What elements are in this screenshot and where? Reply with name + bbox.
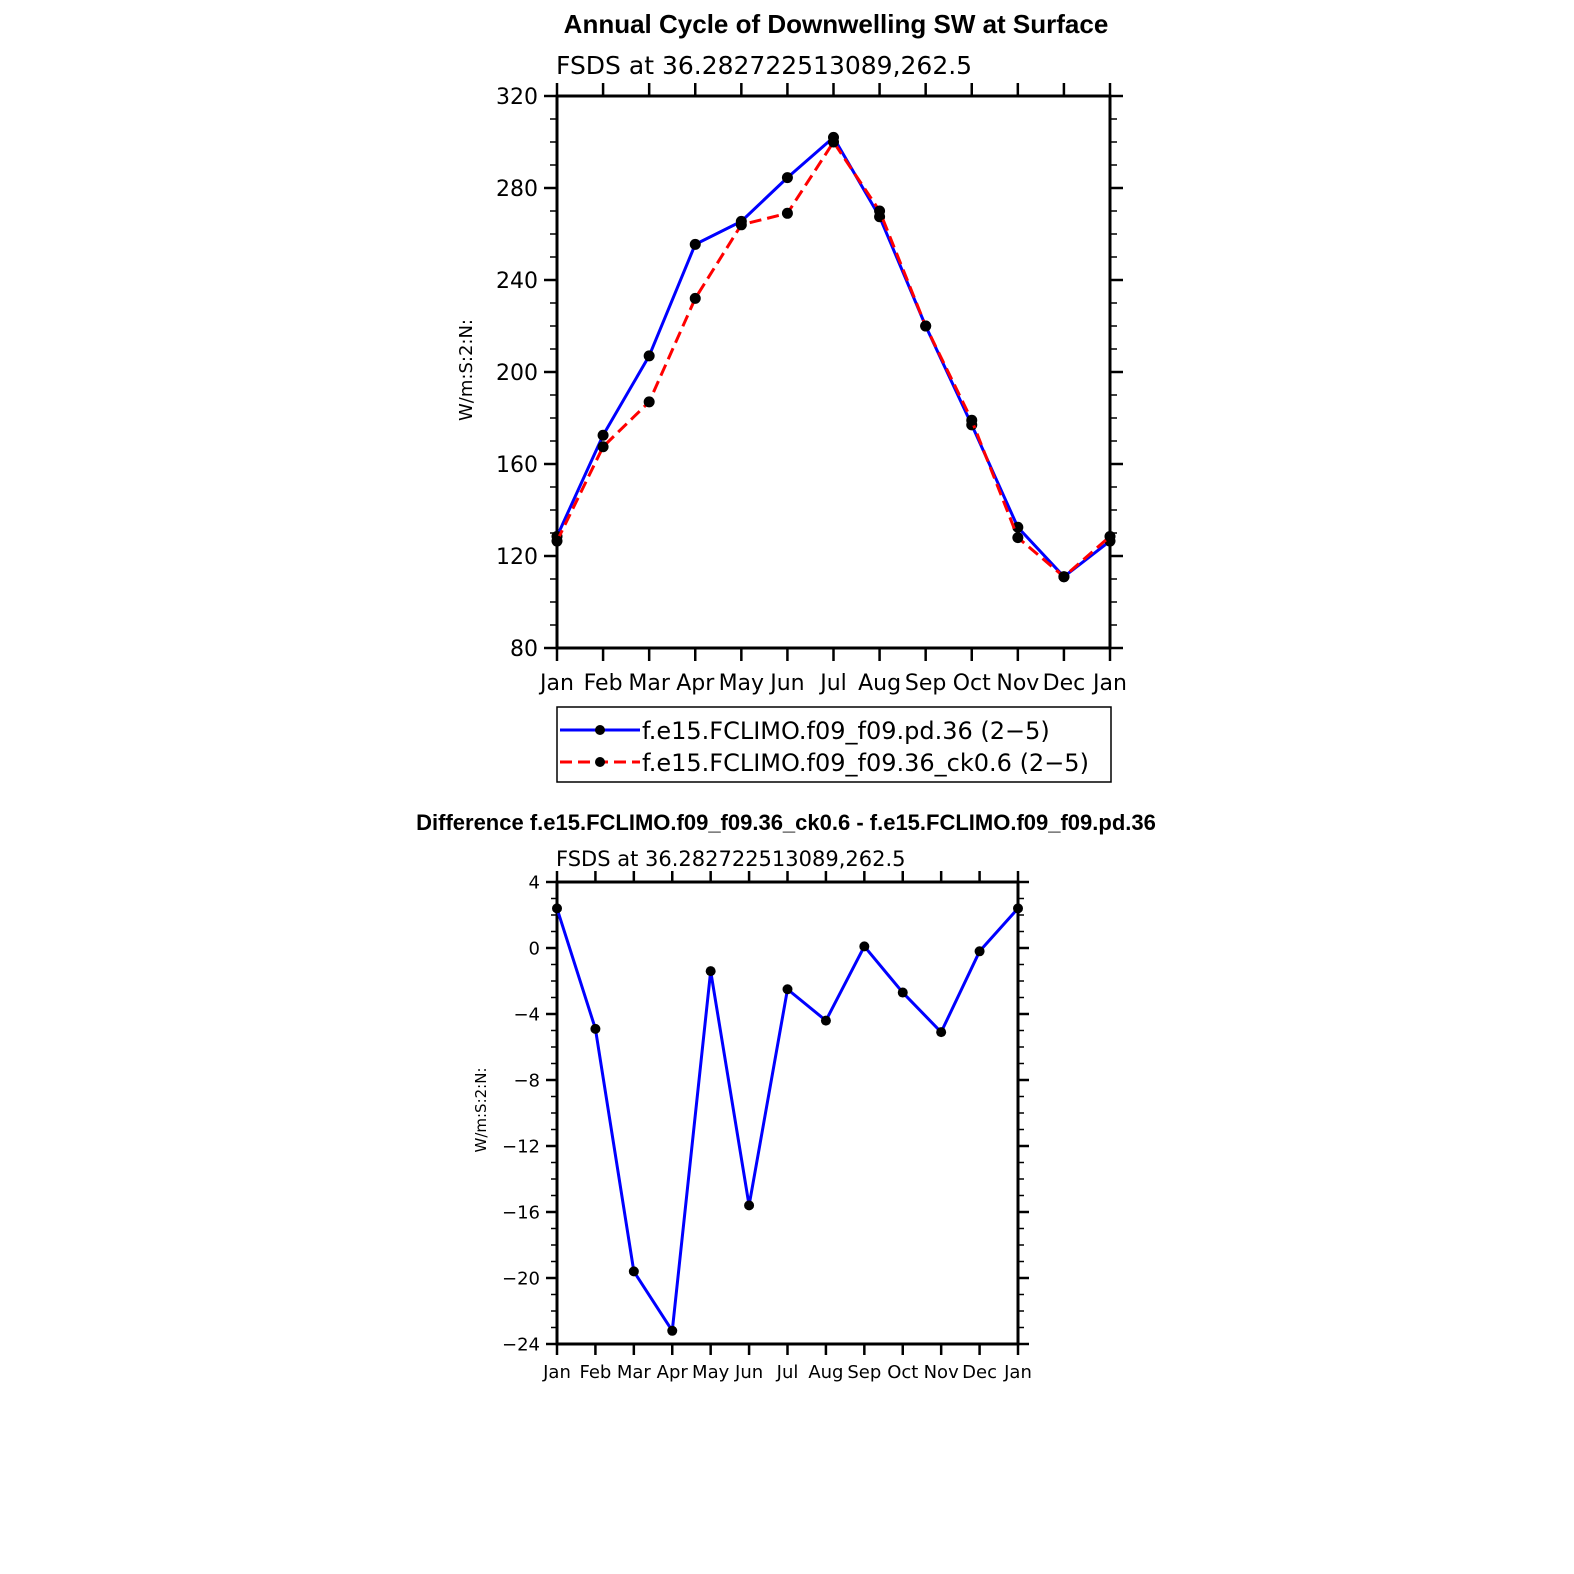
- data-point: [552, 903, 562, 914]
- x-tick-label: Jun: [768, 671, 804, 696]
- data-point: [1013, 903, 1023, 914]
- chart1-subtitle: FSDS at 36.282722513089,262.5: [556, 51, 972, 80]
- x-tick-label: Oct: [887, 1362, 918, 1383]
- series-line-1: [555, 135, 1111, 579]
- x-tick-label: Aug: [858, 671, 901, 696]
- data-point: [643, 396, 655, 408]
- y-tick-label: 120: [496, 545, 538, 570]
- x-tick-label: Jan: [542, 1362, 571, 1383]
- y-tick-label: −20: [502, 1268, 540, 1289]
- chart2-subtitle: FSDS at 36.282722513089,262.5: [556, 847, 906, 871]
- data-point: [974, 946, 985, 957]
- x-tick-label: May: [692, 1362, 730, 1383]
- data-point: [1104, 530, 1116, 542]
- chart2-title: Difference f.e15.FCLIMO.f09_f09.36_ck0.6…: [416, 810, 1156, 835]
- y-tick-label: 160: [496, 453, 538, 478]
- y-tick-label: 0: [529, 938, 540, 959]
- legend-label-series2: f.e15.FCLIMO.f09_f09.36_ck0.6 (2−5): [642, 749, 1089, 777]
- data-point: [820, 1015, 831, 1026]
- y-tick-label: 280: [496, 177, 538, 202]
- x-tick-label: May: [719, 671, 764, 696]
- x-tick-label: Jan: [538, 671, 574, 696]
- x-tick-label: Sep: [847, 1362, 881, 1383]
- x-tick-label: Aug: [808, 1362, 843, 1383]
- y-tick-label: 200: [496, 361, 538, 386]
- data-point: [597, 429, 609, 441]
- y-tick-label: −8: [513, 1070, 540, 1091]
- x-tick-label: Oct: [953, 671, 991, 696]
- y-tick-label: 240: [496, 269, 538, 294]
- y-tick-label: 80: [510, 637, 538, 662]
- data-point: [551, 535, 563, 547]
- y-tick-label: −4: [513, 1004, 540, 1025]
- x-tick-label: Jun: [734, 1362, 763, 1383]
- x-tick-label: Apr: [676, 671, 715, 696]
- x-tick-label: Jan: [1091, 671, 1127, 696]
- x-tick-label: Feb: [579, 1362, 611, 1383]
- x-tick-label: Dec: [962, 1362, 997, 1383]
- y-tick-label: 4: [529, 872, 540, 893]
- data-point: [782, 984, 793, 995]
- data-point: [781, 207, 793, 219]
- x-tick-label: Nov: [996, 671, 1039, 696]
- chart1-title: Annual Cycle of Downwelling SW at Surfac…: [564, 9, 1109, 39]
- data-point: [590, 1023, 601, 1034]
- data-point: [874, 205, 886, 217]
- data-point: [689, 238, 701, 250]
- legend-marker-series2: [595, 757, 605, 767]
- y-tick-label: 320: [496, 85, 538, 110]
- y-tick-label: −16: [502, 1202, 540, 1223]
- chart1-legend: f.e15.FCLIMO.f09_f09.pd.36 (2−5) f.e15.F…: [556, 706, 1112, 783]
- legend-label-series1: f.e15.FCLIMO.f09_f09.pd.36 (2−5): [642, 717, 1050, 745]
- data-point: [897, 987, 908, 998]
- x-tick-label: Jul: [818, 671, 847, 696]
- x-tick-label: Nov: [924, 1362, 959, 1383]
- data-point: [1058, 571, 1070, 583]
- data-point: [744, 1200, 755, 1211]
- x-tick-label: Feb: [584, 671, 623, 696]
- data-point: [859, 941, 870, 952]
- data-point: [628, 1266, 639, 1277]
- y-tick-label: −24: [502, 1334, 540, 1355]
- data-point: [1012, 532, 1024, 544]
- x-tick-label: Jul: [776, 1362, 799, 1383]
- difference-chart: Difference f.e15.FCLIMO.f09_f09.36_ck0.6…: [416, 810, 1156, 1383]
- series-line-2: [555, 140, 1111, 579]
- x-tick-label: Dec: [1043, 671, 1086, 696]
- annual-cycle-chart: Annual Cycle of Downwelling SW at Surfac…: [456, 9, 1127, 783]
- data-point: [643, 350, 655, 362]
- data-point: [735, 219, 747, 231]
- legend-marker-series1: [595, 725, 605, 735]
- x-tick-label: Sep: [905, 671, 946, 696]
- data-point: [597, 441, 609, 453]
- data-point: [667, 1325, 678, 1336]
- data-point: [966, 414, 978, 426]
- data-point: [1012, 521, 1024, 533]
- data-point: [828, 136, 839, 148]
- x-tick-label: Apr: [657, 1362, 689, 1383]
- chart2-plot-frame: [555, 880, 1020, 1346]
- chart1-ylabel: W/m:S:2:N:: [456, 319, 477, 421]
- data-point: [781, 172, 793, 184]
- x-tick-label: Mar: [617, 1362, 652, 1383]
- series-line-1: [555, 907, 1020, 1333]
- y-tick-label: −12: [502, 1136, 540, 1157]
- data-point: [705, 966, 716, 977]
- x-tick-label: Mar: [628, 671, 670, 696]
- legend-box: [556, 706, 1112, 783]
- data-point: [689, 292, 701, 304]
- data-point: [936, 1027, 947, 1038]
- chart2-ylabel: W/m:S:2:N:: [472, 1068, 490, 1153]
- data-point: [920, 320, 932, 332]
- x-tick-label: Jan: [1003, 1362, 1032, 1383]
